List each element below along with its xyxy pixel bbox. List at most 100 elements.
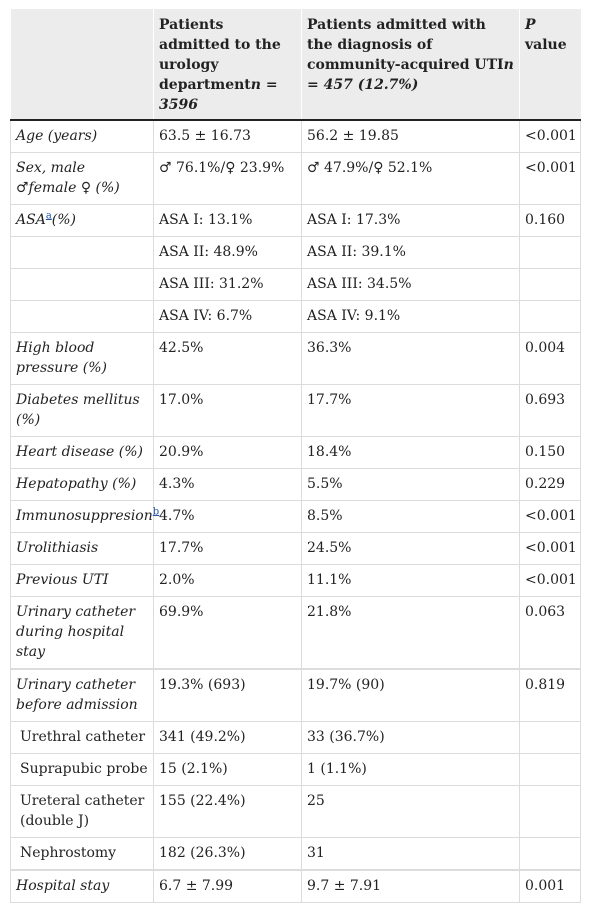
table-row-hbp: High blood pressure (%) 42.5% 36.3% 0.00…	[10, 332, 581, 385]
cell-urology: 17.0%	[153, 384, 302, 437]
header-urology-text: Patients admitted to the urology departm…	[159, 17, 281, 93]
table-row-asa-1: ASAa(%) ASA I: 13.1% ASA I: 17.3% 0.160	[10, 204, 581, 237]
table-row-suprapubic: Suprapubic probe 15 (2.1%) 1 (1.1%)	[10, 753, 581, 786]
row-label	[10, 268, 154, 301]
row-label: Age (years)	[10, 120, 154, 153]
cell-uti: 5.5%	[301, 468, 520, 501]
table-row-heart: Heart disease (%) 20.9% 18.4% 0.150	[10, 436, 581, 469]
cell-pvalue: 0.001	[519, 870, 581, 903]
row-label: Urinary catheter during hospital stay	[10, 596, 154, 669]
cell-pvalue: 0.004	[519, 332, 581, 385]
cell-uti: 8.5%	[301, 500, 520, 533]
header-uti-text: Patients admitted with the diagnosis of …	[307, 17, 504, 73]
footnote-link-b[interactable]: b	[152, 506, 160, 518]
cell-urology: 69.9%	[153, 596, 302, 669]
cell-pvalue	[519, 785, 581, 838]
footnote-link-a[interactable]: a	[45, 210, 52, 222]
cell-urology: 2.0%	[153, 564, 302, 597]
cell-uti: ASA III: 34.5%	[301, 268, 520, 301]
row-label: Nephrostomy	[10, 837, 154, 870]
header-p-symbol: P	[525, 17, 536, 33]
cell-pvalue: 0.150	[519, 436, 581, 469]
cell-uti: 56.2 ± 19.85	[301, 120, 520, 153]
cell-urology: ASA IV: 6.7%	[153, 300, 302, 333]
row-label: Heart disease (%)	[10, 436, 154, 469]
comparison-table: Patients admitted to the urology departm…	[10, 9, 581, 903]
header-empty	[10, 9, 154, 121]
cell-uti: 25	[301, 785, 520, 838]
cell-urology: 42.5%	[153, 332, 302, 385]
immuno-label: Immunosuppresion	[16, 508, 153, 524]
cell-pvalue: 0.819	[519, 669, 581, 722]
cell-pvalue	[519, 837, 581, 870]
cell-urology: 15 (2.1%)	[153, 753, 302, 786]
row-label: Ureteral catheter (double J)	[10, 785, 154, 838]
asa-label-pre: ASA	[16, 212, 46, 228]
row-label: High blood pressure (%)	[10, 332, 154, 385]
cell-uti: ASA IV: 9.1%	[301, 300, 520, 333]
row-label: Urinary catheter before admission	[10, 669, 154, 722]
cell-uti: ASA II: 39.1%	[301, 236, 520, 269]
table-spacer-row	[10, 668, 581, 670]
cell-uti: 31	[301, 837, 520, 870]
cell-pvalue: 0.693	[519, 384, 581, 437]
row-label: Suprapubic probe	[10, 753, 154, 786]
cell-urology: ASA III: 31.2%	[153, 268, 302, 301]
table-row-urolithiasis: Urolithiasis 17.7% 24.5% <0.001	[10, 532, 581, 565]
cell-urology: 19.3% (693)	[153, 669, 302, 722]
cell-pvalue: <0.001	[519, 532, 581, 565]
row-label: Previous UTI	[10, 564, 154, 597]
table-row-ureteral: Ureteral catheter (double J) 155 (22.4%)…	[10, 785, 581, 838]
table-row-nephrostomy: Nephrostomy 182 (26.3%) 31	[10, 837, 581, 870]
cell-urology: ASA II: 48.9%	[153, 236, 302, 269]
header-urology: Patients admitted to the urology departm…	[153, 9, 302, 121]
cell-urology: 6.7 ± 7.99	[153, 870, 302, 903]
asa-label-post: (%)	[51, 212, 77, 228]
cell-pvalue	[519, 268, 581, 301]
row-label: ASAa(%)	[10, 204, 154, 237]
cell-pvalue	[519, 721, 581, 754]
table-row-catheter-stay: Urinary catheter during hospital stay 69…	[10, 596, 581, 669]
header-p-rest: value	[525, 37, 567, 53]
cell-pvalue: 0.160	[519, 204, 581, 237]
cell-uti: ASA I: 17.3%	[301, 204, 520, 237]
cell-uti: 24.5%	[301, 532, 520, 565]
cell-pvalue: <0.001	[519, 152, 581, 205]
row-label: Sex, male ♂female ♀ (%)	[10, 152, 154, 205]
cell-uti: 21.8%	[301, 596, 520, 669]
row-label	[10, 300, 154, 333]
cell-uti: 17.7%	[301, 384, 520, 437]
cell-pvalue	[519, 753, 581, 786]
row-label: Hospital stay	[10, 870, 154, 903]
cell-uti: 33 (36.7%)	[301, 721, 520, 754]
table-row-asa-2: ASA II: 48.9% ASA II: 39.1%	[10, 236, 581, 269]
cell-pvalue	[519, 236, 581, 269]
table-row-asa-4: ASA IV: 6.7% ASA IV: 9.1%	[10, 300, 581, 333]
header-pvalue: P value	[519, 9, 581, 121]
cell-uti: 9.7 ± 7.91	[301, 870, 520, 903]
cell-urology: 17.7%	[153, 532, 302, 565]
header-urology-n: n = 3596	[159, 77, 278, 113]
cell-uti: 1 (1.1%)	[301, 753, 520, 786]
table-row-urethral: Urethral catheter 341 (49.2%) 33 (36.7%)	[10, 721, 581, 754]
cell-urology: 182 (26.3%)	[153, 837, 302, 870]
row-label: Hepatopathy (%)	[10, 468, 154, 501]
cell-urology: 20.9%	[153, 436, 302, 469]
header-uti: Patients admitted with the diagnosis of …	[301, 9, 520, 121]
table-row-asa-3: ASA III: 31.2% ASA III: 34.5%	[10, 268, 581, 301]
cell-uti: 18.4%	[301, 436, 520, 469]
table-row-immunosuppression: Immunosuppresionb 4.7% 8.5% <0.001	[10, 500, 581, 533]
cell-urology: ASA I: 13.1%	[153, 204, 302, 237]
cell-pvalue: 0.063	[519, 596, 581, 669]
row-label: Urolithiasis	[10, 532, 154, 565]
header-uti-n: n = 457 (12.7%)	[307, 57, 514, 93]
table-row-hepatopathy: Hepatopathy (%) 4.3% 5.5% 0.229	[10, 468, 581, 501]
table-row-diabetes: Diabetes mellitus (%) 17.0% 17.7% 0.693	[10, 384, 581, 437]
cell-uti: ♂ 47.9%/♀ 52.1%	[301, 152, 520, 205]
row-label	[10, 236, 154, 269]
cell-urology: 4.7%	[153, 500, 302, 533]
cell-urology: 63.5 ± 16.73	[153, 120, 302, 153]
cell-pvalue: <0.001	[519, 120, 581, 153]
row-label: Diabetes mellitus (%)	[10, 384, 154, 437]
cell-pvalue	[519, 300, 581, 333]
